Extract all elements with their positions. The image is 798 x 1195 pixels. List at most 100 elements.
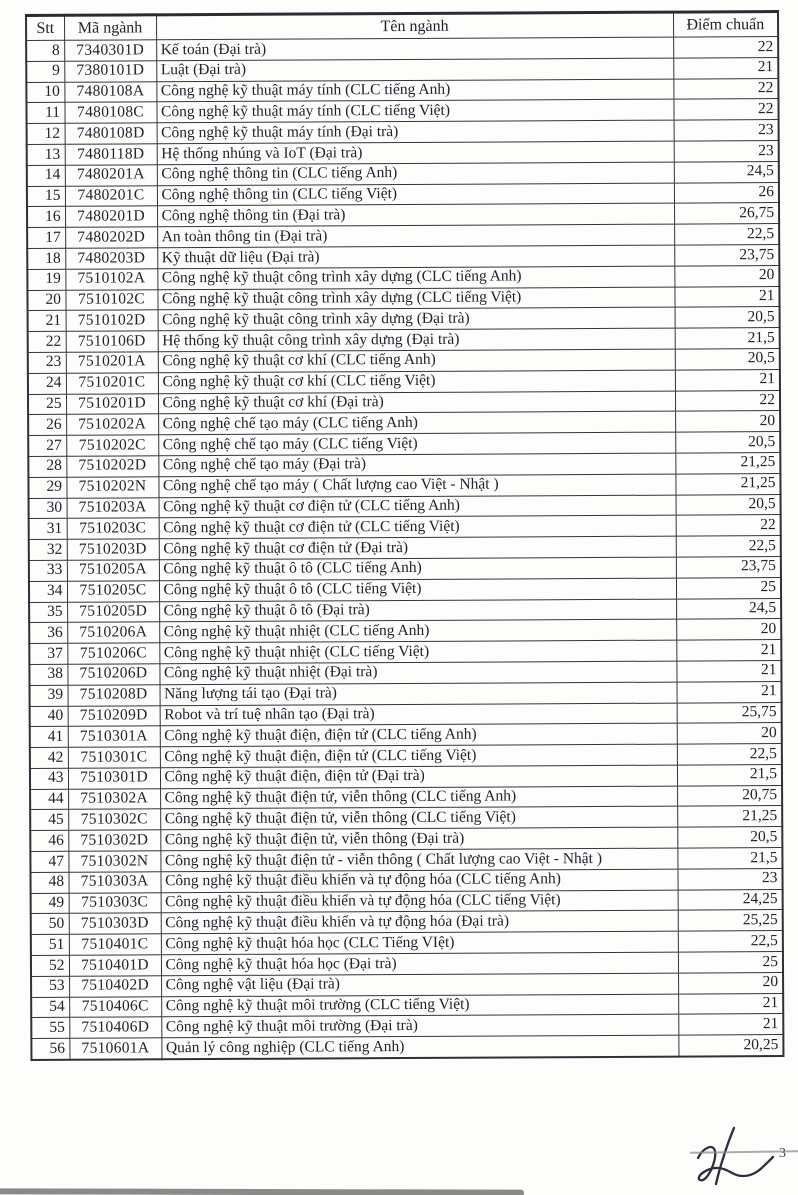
cell-major-name: Công nghệ thông tin (CLC tiếng Anh) <box>156 161 674 186</box>
cell-score: 25,75 <box>676 702 782 724</box>
cell-row-number: 12 <box>26 123 65 145</box>
cell-row-number: 52 <box>30 955 70 977</box>
cell-score: 20,25 <box>678 1034 784 1057</box>
admission-scores-table: Stt Mã ngành Tên ngành Điểm chuẩn 8 7340… <box>25 10 785 1062</box>
cell-row-number: 49 <box>30 892 69 914</box>
cell-major-code: 7510406C <box>69 996 162 1018</box>
cell-score: 21 <box>678 993 784 1015</box>
cell-row-number: 27 <box>28 435 67 457</box>
cell-score: 24,25 <box>677 889 783 911</box>
cell-row-number: 21 <box>27 310 66 332</box>
cell-major-name: An toàn thông tin (Đại trà) <box>157 224 675 248</box>
cell-major-code: 7510203C <box>66 518 159 540</box>
cell-major-code: 7510208D <box>67 684 160 706</box>
cell-row-number: 36 <box>29 622 68 644</box>
table-row: 56 7510601A Quản lý công nghiệp (CLC tiế… <box>31 1034 784 1061</box>
cell-major-name: Công nghệ kỹ thuật nhiệt (CLC tiếng Việt… <box>159 640 677 664</box>
cell-major-name: Công nghệ kỹ thuật nhiệt (Đại trà) <box>159 661 677 685</box>
cell-row-number: 44 <box>30 788 69 810</box>
cell-major-name: Quản lý công nghiệp (CLC tiếng Anh) <box>161 1035 679 1060</box>
cell-score: 22,5 <box>675 535 781 558</box>
cell-major-name: Công nghệ kỹ thuật công trình xây dựng (… <box>157 265 675 290</box>
cell-row-number: 53 <box>31 976 70 998</box>
cell-major-code: 7510406D <box>69 1017 162 1039</box>
cell-major-name: Công nghệ kỹ thuật điện tử, viễn thông (… <box>160 806 678 831</box>
cell-score: 21 <box>676 660 782 682</box>
cell-score: 21 <box>674 286 780 308</box>
cell-major-code: 7480202D <box>65 226 158 249</box>
cell-major-name: Hệ thống nhúng và IoT (Đại trà) <box>156 141 674 165</box>
cell-major-name: Kế toán (Đại trà) <box>156 37 674 61</box>
cell-score: 25 <box>677 951 784 973</box>
cell-score: 20 <box>674 265 780 287</box>
cell-major-code: 7510302A <box>68 788 161 810</box>
cell-score: 25 <box>675 577 782 599</box>
cell-row-number: 43 <box>29 768 69 790</box>
cell-major-code: 7510202A <box>66 414 159 436</box>
cell-major-name: Công nghệ kỹ thuật điện tử - viễn thông … <box>160 848 678 872</box>
cell-major-code: 7510102A <box>65 268 158 290</box>
cell-row-number: 48 <box>30 872 69 894</box>
cell-score: 22 <box>673 36 779 58</box>
column-header-score: Điểm chuẩn <box>672 11 779 38</box>
cell-score: 23 <box>673 119 779 142</box>
cell-major-code: 7480201A <box>64 164 157 186</box>
cell-major-name: Công nghệ kỹ thuật điều khiển và tự động… <box>160 889 678 914</box>
cell-major-name: Công nghệ kỹ thuật ô tô (Đại trà) <box>159 598 677 623</box>
cell-score: 21,5 <box>676 764 783 786</box>
cell-major-code: 7480203D <box>65 247 158 270</box>
cell-major-code: 7510206D <box>67 663 160 685</box>
handwritten-signature-icon <box>696 1126 775 1186</box>
cell-score: 21,5 <box>674 327 780 350</box>
cell-major-name: Công nghệ kỹ thuật công trình xây dựng (… <box>157 307 675 331</box>
cell-major-code: 7510203D <box>66 538 159 561</box>
admission-scores-table-wrapper: Stt Mã ngành Tên ngành Điểm chuẩn 8 7340… <box>25 10 785 1062</box>
cell-row-number: 34 <box>28 581 68 603</box>
cell-major-code: 7510206C <box>67 642 160 665</box>
cell-row-number: 30 <box>28 497 67 519</box>
cell-score: 22 <box>675 514 781 537</box>
cell-row-number: 16 <box>27 206 66 228</box>
cell-score: 20,5 <box>675 431 781 454</box>
cell-major-code: 7510301C <box>67 746 160 769</box>
cell-major-code: 7510401C <box>68 934 161 956</box>
cell-major-code: 7510303C <box>68 892 161 914</box>
scan-artifact-band <box>0 1188 525 1195</box>
cell-major-code: 7510203A <box>66 497 159 519</box>
cell-score: 22,5 <box>677 930 783 953</box>
column-header-major-code: Mã ngành <box>64 14 157 41</box>
cell-row-number: 39 <box>29 684 68 706</box>
cell-major-name: Công nghệ kỹ thuật cơ khí (Đại trà) <box>157 390 676 415</box>
cell-major-code: 7510102C <box>65 289 158 311</box>
cell-major-code: 7510302C <box>68 809 161 831</box>
cell-score: 20,75 <box>677 785 783 807</box>
cell-score: 22,5 <box>674 223 780 246</box>
cell-major-name: Công nghệ chế tạo máy (CLC tiếng Việt) <box>158 432 676 456</box>
cell-row-number: 25 <box>27 393 67 415</box>
cell-score: 23 <box>673 140 779 162</box>
page-number: 3 <box>779 1146 786 1161</box>
cell-major-code: 7510209D <box>67 705 160 727</box>
cell-row-number: 20 <box>27 289 66 311</box>
cell-major-code: 7510202N <box>66 476 159 498</box>
cell-score: 23,75 <box>674 244 780 266</box>
cell-major-code: 7380101D <box>64 60 157 82</box>
cell-major-name: Công nghệ kỹ thuật cơ điện tử (CLC tiếng… <box>158 494 676 519</box>
cell-row-number: 23 <box>27 352 66 374</box>
cell-major-name: Robot và trí tuệ nhân tạo (Đại trà) <box>159 702 677 727</box>
cell-row-number: 22 <box>27 331 66 353</box>
table-header-row: Stt Mã ngành Tên ngành Điểm chuẩn <box>26 11 779 41</box>
column-header-stt: Stt <box>26 15 65 41</box>
cell-row-number: 24 <box>27 373 66 395</box>
cell-major-code: 7510302N <box>68 850 161 873</box>
cell-major-name: Công nghệ kỹ thuật cơ khí (CLC tiếng Anh… <box>157 349 675 373</box>
cell-row-number: 8 <box>26 40 65 62</box>
cell-major-name: Công nghệ chế tạo máy (CLC tiếng Anh) <box>158 411 676 435</box>
cell-score: 20 <box>678 972 784 994</box>
cell-major-name: Công nghệ kỹ thuật cơ điện tử (Đại trà) <box>158 536 676 560</box>
cell-major-code: 7510205C <box>66 580 160 602</box>
cell-major-name: Công nghệ kỹ thuật hóa học (CLC Tiếng VI… <box>160 931 678 955</box>
cell-score: 22 <box>673 78 779 100</box>
cell-major-code: 7480201D <box>65 206 158 228</box>
cell-row-number: 33 <box>28 560 67 582</box>
